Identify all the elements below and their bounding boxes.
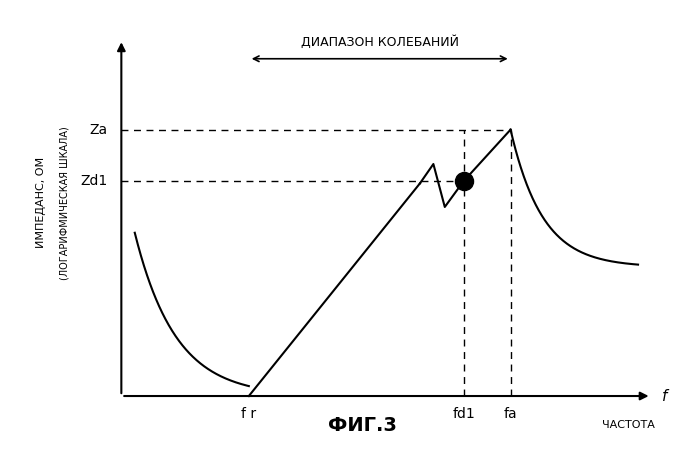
Text: ФИГ.3: ФИГ.3 bbox=[329, 416, 397, 435]
Text: f r: f r bbox=[241, 407, 257, 421]
Text: ЧАСТОТА: ЧАСТОТА bbox=[602, 420, 655, 430]
Text: f: f bbox=[661, 389, 667, 403]
Text: ИМПЕДАНС, ОМ: ИМПЕДАНС, ОМ bbox=[36, 157, 46, 248]
Text: fd1: fd1 bbox=[452, 407, 475, 421]
Text: Zd1: Zd1 bbox=[80, 174, 108, 188]
Text: ДИАПАЗОН КОЛЕБАНИЙ: ДИАПАЗОН КОЛЕБАНИЙ bbox=[301, 36, 459, 50]
Text: (ЛОГАРИФМИЧЕСКАЯ ШКАЛА): (ЛОГАРИФМИЧЕСКАЯ ШКАЛА) bbox=[59, 126, 69, 280]
Text: fa: fa bbox=[504, 407, 517, 421]
Text: Za: Za bbox=[89, 123, 108, 137]
